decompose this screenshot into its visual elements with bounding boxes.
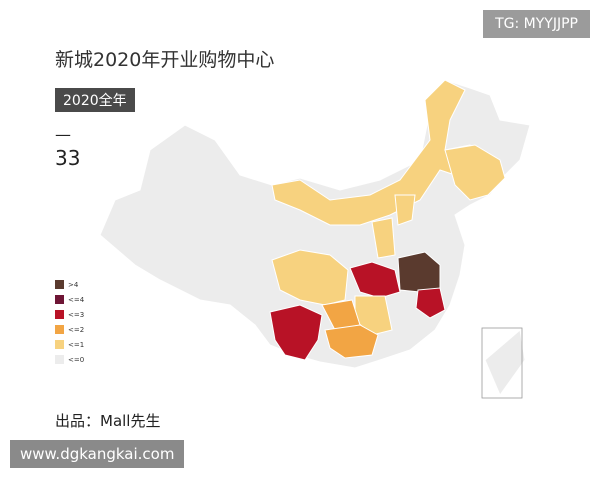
title: 新城2020年开业购物中心 <box>55 49 275 71</box>
total: 33 <box>55 146 81 170</box>
legend-label: >4 <box>68 281 79 289</box>
dash: — <box>55 125 71 144</box>
legend-swatch <box>55 340 64 349</box>
province <box>394 194 416 226</box>
legend-label: <=1 <box>68 341 84 349</box>
legend-swatch <box>55 280 64 289</box>
legend: >4 <=4 <=3 <=2 <=1 <=0 <box>55 280 85 364</box>
watermark: TG: MYYJJPP <box>483 10 590 38</box>
credit: 出品：Mall先生 <box>55 412 161 430</box>
legend-swatch <box>55 325 64 334</box>
legend-label: <=0 <box>68 356 84 364</box>
province <box>324 324 379 359</box>
province <box>271 249 349 306</box>
province <box>484 329 526 397</box>
legend-label: <=4 <box>68 296 85 304</box>
legend-swatch <box>55 310 64 319</box>
legend-label: <=2 <box>68 326 84 334</box>
legend-label: <=3 <box>68 311 84 319</box>
province <box>371 217 396 259</box>
site: www.dgkangkai.com <box>10 440 185 468</box>
legend-swatch <box>55 295 64 304</box>
province <box>444 144 506 201</box>
inset-frame <box>481 327 523 399</box>
province <box>415 287 446 319</box>
province <box>269 304 323 361</box>
legend-swatch <box>55 355 64 364</box>
province <box>349 261 401 299</box>
badge: 2020全年 <box>55 88 135 112</box>
